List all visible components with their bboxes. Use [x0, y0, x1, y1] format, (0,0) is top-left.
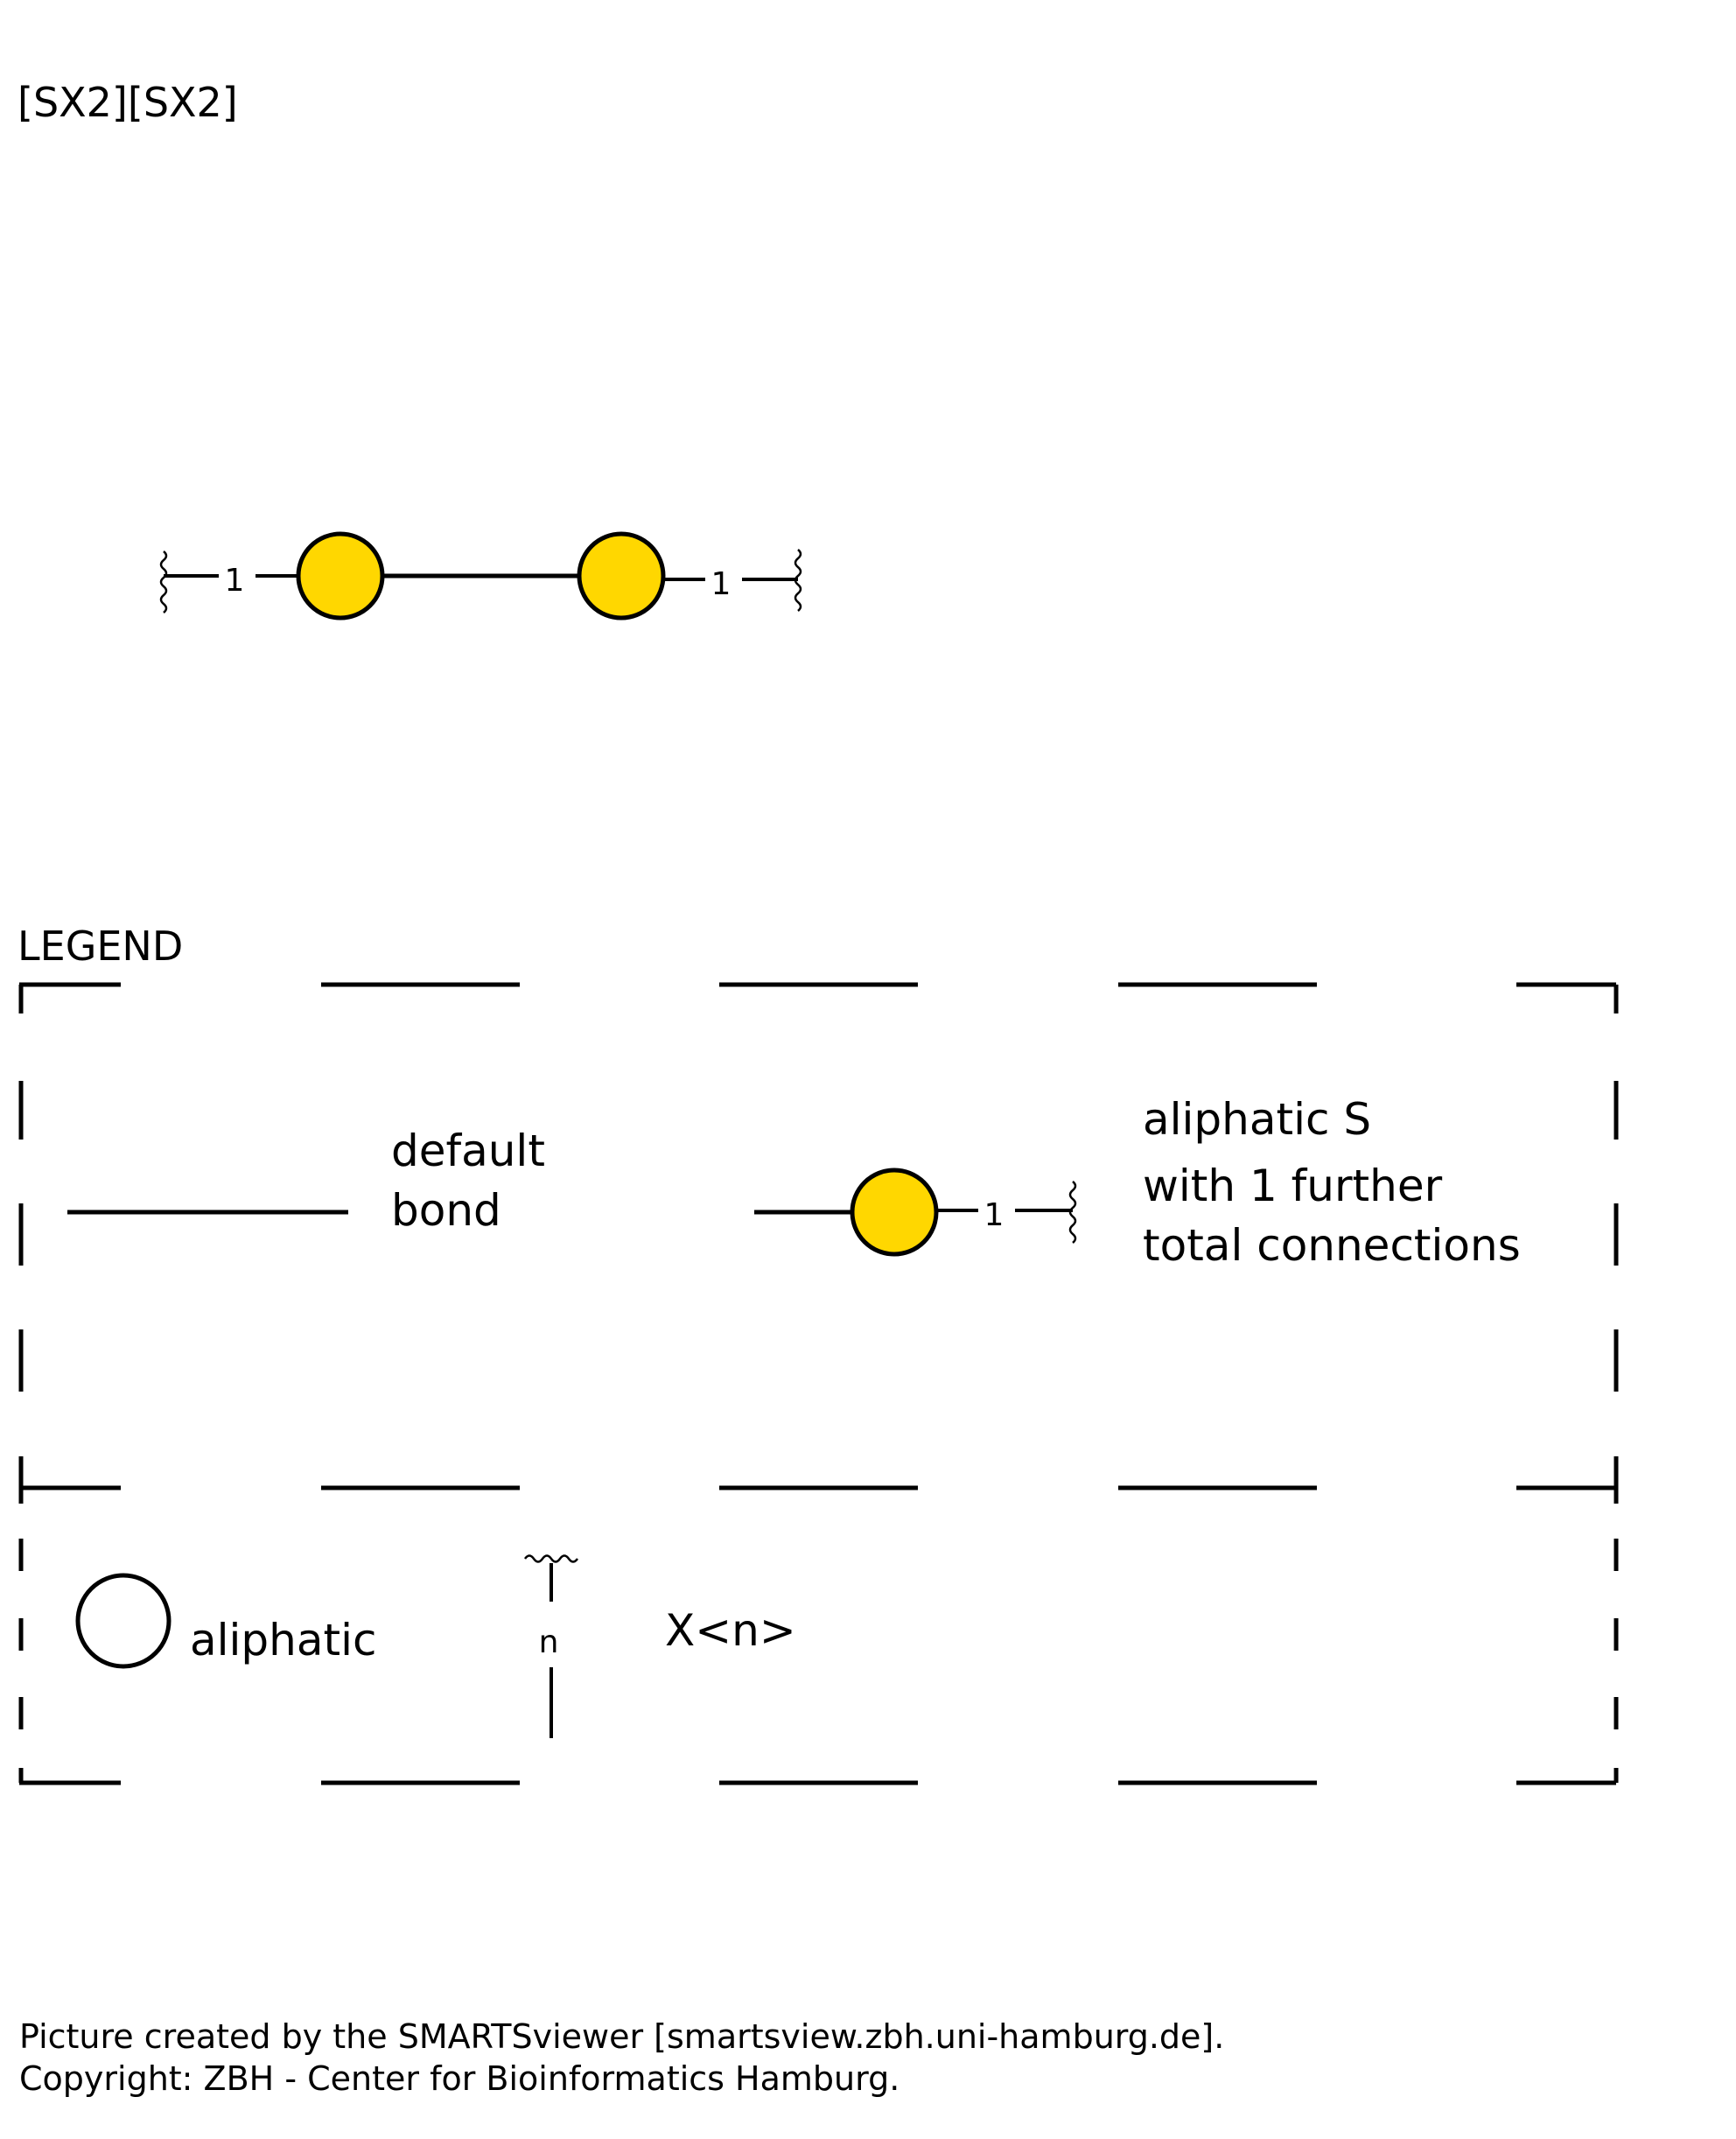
legend-default-bond: default bond — [67, 1126, 545, 1236]
sulfur-atom-1 — [296, 531, 385, 621]
right-attachment-wavy-icon — [794, 549, 802, 612]
molecule: 1 1 — [159, 531, 802, 621]
legend-title: LEGEND — [18, 922, 183, 970]
left-attachment-wavy-icon — [159, 551, 168, 614]
legend-box — [18, 982, 1619, 1785]
default-bond-label-line2: bond — [391, 1185, 501, 1236]
left-connection-count: 1 — [225, 563, 245, 599]
default-bond-label-line1: default — [391, 1126, 545, 1176]
right-connection-count: 1 — [711, 566, 732, 602]
footer-credit: Picture created by the SMARTSviewer [sma… — [19, 2017, 1224, 2056]
aliphatic-label: aliphatic — [190, 1615, 376, 1666]
legend-atom-connection-count: 1 — [984, 1197, 1004, 1233]
legend-aliphatic: aliphatic — [75, 1573, 376, 1669]
legend-atom-label-line2: with 1 further — [1143, 1161, 1443, 1211]
legend-sulfur-atom-circle — [850, 1168, 939, 1257]
legend-atom-label-line3: total connections — [1143, 1220, 1521, 1271]
x-n-wavy-icon — [523, 1554, 579, 1563]
legend-atom-label-line1: aliphatic S — [1143, 1094, 1371, 1145]
aliphatic-circle-icon — [75, 1573, 172, 1669]
smarts-string: [SX2][SX2] — [18, 79, 238, 126]
sulfur-atom-2 — [577, 531, 666, 621]
legend-sulfur-atom: 1 aliphatic S with 1 further total conne… — [754, 1094, 1521, 1271]
x-n-label: X<n> — [665, 1605, 796, 1656]
legend-x-n: n X<n> — [523, 1554, 796, 1738]
x-n-symbol: n — [539, 1624, 559, 1660]
footer-copyright: Copyright: ZBH - Center for Bioinformati… — [19, 2059, 900, 2098]
legend-atom-wavy-icon — [1068, 1181, 1077, 1244]
